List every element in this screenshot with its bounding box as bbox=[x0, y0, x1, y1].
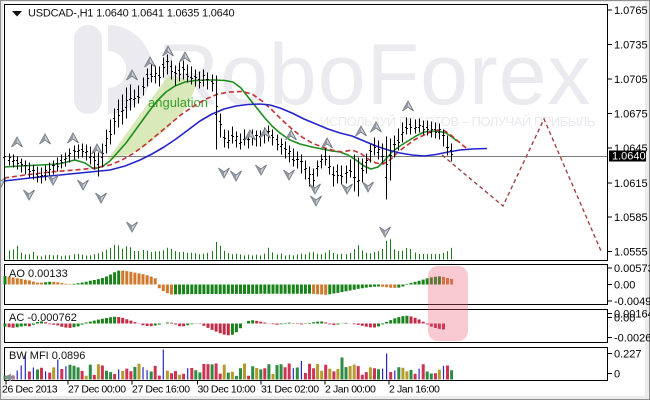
svg-text:30 Dec 10:00: 30 Dec 10:00 bbox=[198, 384, 256, 396]
svg-text:0.00573: 0.00573 bbox=[614, 263, 650, 275]
svg-text:USDCAD-,H1 1.0640 1.0641 1.06: USDCAD-,H1 1.0640 1.0641 1.0635 1.0640 bbox=[28, 8, 235, 20]
svg-text:2 Jan 16:00: 2 Jan 16:00 bbox=[389, 384, 440, 396]
svg-text:1.0735: 1.0735 bbox=[614, 40, 648, 52]
svg-text:1.0555: 1.0555 bbox=[614, 247, 648, 259]
svg-text:31 Dec 02:00: 31 Dec 02:00 bbox=[261, 384, 319, 396]
svg-text:-0.00262: -0.00262 bbox=[614, 333, 650, 345]
svg-text:1.0765: 1.0765 bbox=[614, 5, 648, 17]
svg-text:2 Jan 00:00: 2 Jan 00:00 bbox=[325, 384, 376, 396]
svg-text:0.00: 0.00 bbox=[614, 313, 635, 325]
svg-text:1.0705: 1.0705 bbox=[614, 74, 648, 86]
svg-text:1.0640: 1.0640 bbox=[612, 151, 646, 163]
svg-text:0.227: 0.227 bbox=[614, 349, 642, 361]
svg-text:27 Dec 00:00: 27 Dec 00:00 bbox=[68, 384, 126, 396]
svg-text:0: 0 bbox=[614, 369, 620, 381]
svg-text:1.0585: 1.0585 bbox=[614, 212, 648, 224]
svg-text:-0.0049: -0.0049 bbox=[614, 296, 650, 308]
svg-text:AO 0.00133: AO 0.00133 bbox=[9, 268, 68, 280]
svg-text:RoboForex: RoboForex bbox=[157, 27, 591, 123]
svg-text:AC -0.000762: AC -0.000762 bbox=[9, 312, 77, 324]
svg-text:1.0675: 1.0675 bbox=[614, 109, 648, 121]
svg-text:0.00: 0.00 bbox=[614, 280, 635, 292]
svg-text:1.0615: 1.0615 bbox=[614, 178, 648, 190]
svg-text:27 Dec 16:00: 27 Dec 16:00 bbox=[132, 384, 190, 396]
svg-text:ИСПОЛЬЗУЙ РОБОТОВ – ПОЛУЧАЙ ПР: ИСПОЛЬЗУЙ РОБОТОВ – ПОЛУЧАЙ ПРИБЫЛЬ bbox=[320, 114, 595, 129]
svg-text:0.001647: 0.001647 bbox=[614, 309, 650, 321]
svg-text:26 Dec 2013: 26 Dec 2013 bbox=[2, 384, 58, 396]
svg-text:BW MFI 0.0896: BW MFI 0.0896 bbox=[9, 350, 85, 362]
